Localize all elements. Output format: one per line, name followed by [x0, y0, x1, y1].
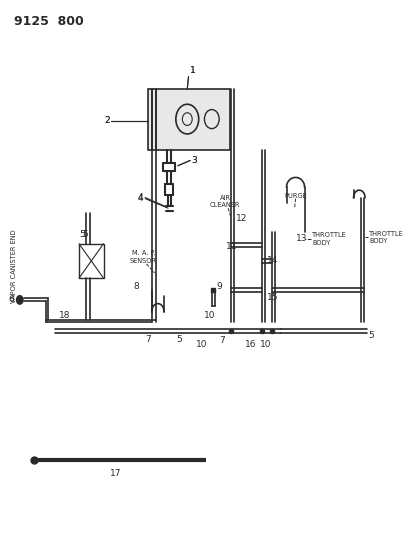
Text: PURGE: PURGE: [283, 192, 306, 199]
Text: 17: 17: [110, 469, 121, 478]
Text: 6: 6: [8, 295, 14, 304]
Text: 13: 13: [295, 235, 306, 244]
Text: 10: 10: [203, 311, 215, 320]
Text: AIR
CLEANER: AIR CLEANER: [209, 195, 240, 208]
Text: 14: 14: [266, 256, 278, 265]
Text: 1: 1: [190, 66, 195, 75]
Text: 2: 2: [104, 116, 109, 125]
Text: 5: 5: [79, 230, 85, 239]
Text: VAPOR CANISTER END: VAPOR CANISTER END: [11, 230, 17, 303]
Text: 4: 4: [138, 193, 143, 202]
Text: 9125  800: 9125 800: [14, 14, 83, 28]
Text: M. A. P.
SENSOR: M. A. P. SENSOR: [130, 251, 157, 264]
Text: 3: 3: [191, 156, 197, 165]
Circle shape: [17, 296, 23, 304]
Text: 16: 16: [244, 340, 256, 349]
Text: THROTTLE
BODY: THROTTLE BODY: [311, 232, 346, 246]
Text: 10: 10: [260, 340, 271, 349]
Text: 10: 10: [195, 340, 207, 349]
Text: 7: 7: [218, 336, 224, 345]
Text: 5: 5: [368, 331, 373, 340]
Text: 5: 5: [82, 230, 88, 239]
Text: 18: 18: [58, 311, 70, 320]
Text: 2: 2: [104, 116, 109, 125]
Text: 8: 8: [133, 282, 139, 291]
Text: 9: 9: [215, 282, 221, 291]
Bar: [148, 89, 230, 150]
Text: 11: 11: [225, 242, 237, 251]
Bar: [79, 244, 103, 278]
Text: 5: 5: [176, 335, 182, 344]
Text: 3: 3: [191, 156, 197, 165]
Text: THROTTLE
BODY: THROTTLE BODY: [368, 231, 403, 244]
Text: 4: 4: [138, 194, 143, 203]
Text: 7: 7: [145, 335, 151, 344]
Text: 1: 1: [190, 66, 195, 75]
Text: 15: 15: [266, 293, 278, 302]
Text: 12: 12: [235, 214, 246, 223]
